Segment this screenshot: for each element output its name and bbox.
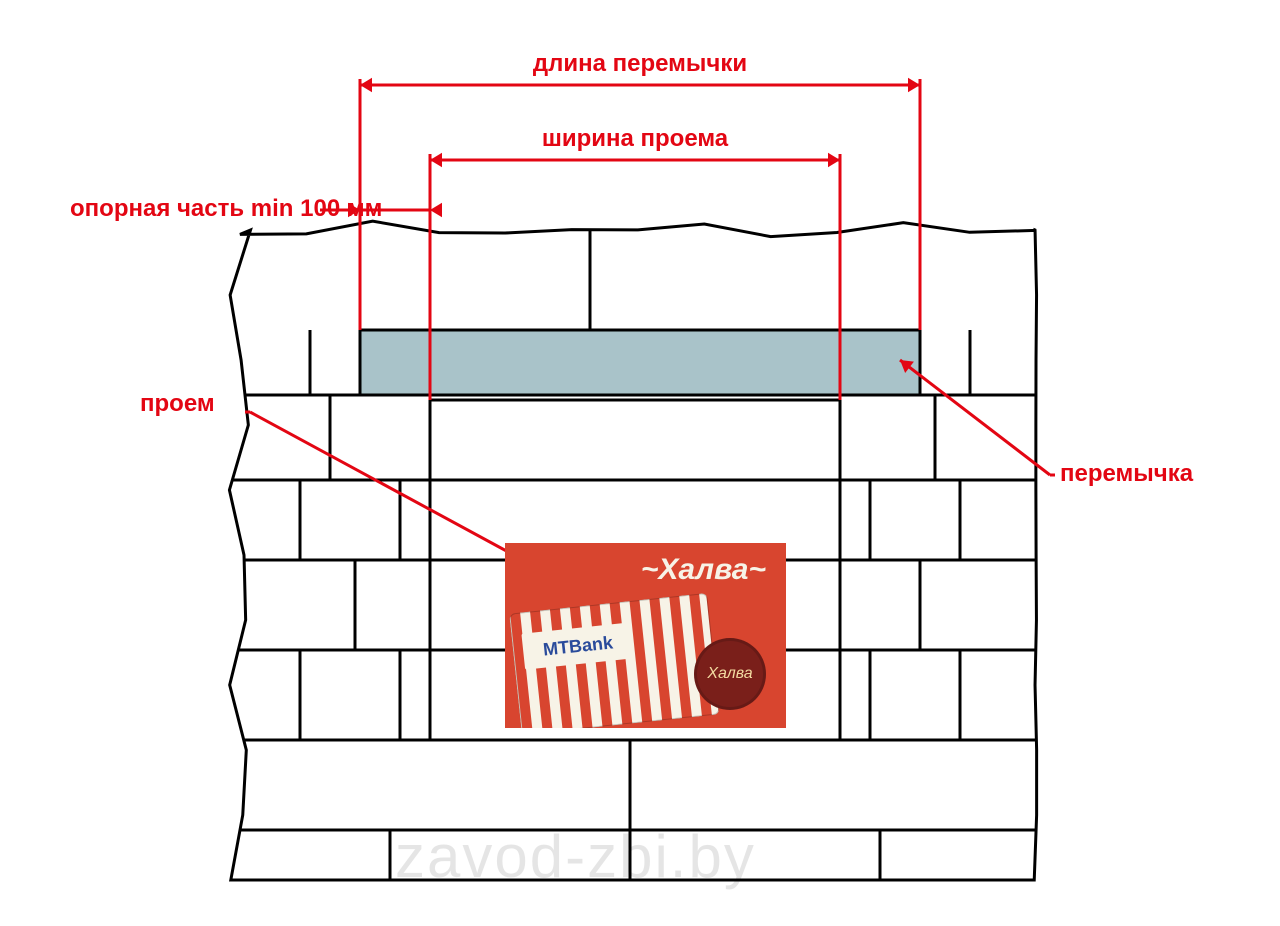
promo-badge: ~Халва~ MTBank Халва — [505, 543, 786, 728]
promo-seal: Халва — [694, 638, 766, 710]
label-opening: проем — [140, 390, 215, 418]
promo-title: ~Халва~ — [641, 553, 766, 587]
label-opening-width: ширина проема — [542, 125, 728, 153]
bank-text: MTBank — [542, 632, 614, 660]
label-lintel-length: длина перемычки — [533, 50, 747, 78]
lintel-rect — [360, 330, 920, 395]
label-support-min: опорная часть min 100 мм — [70, 195, 382, 223]
label-lintel: перемычка — [1060, 460, 1193, 488]
seal-text: Халва — [707, 665, 752, 683]
